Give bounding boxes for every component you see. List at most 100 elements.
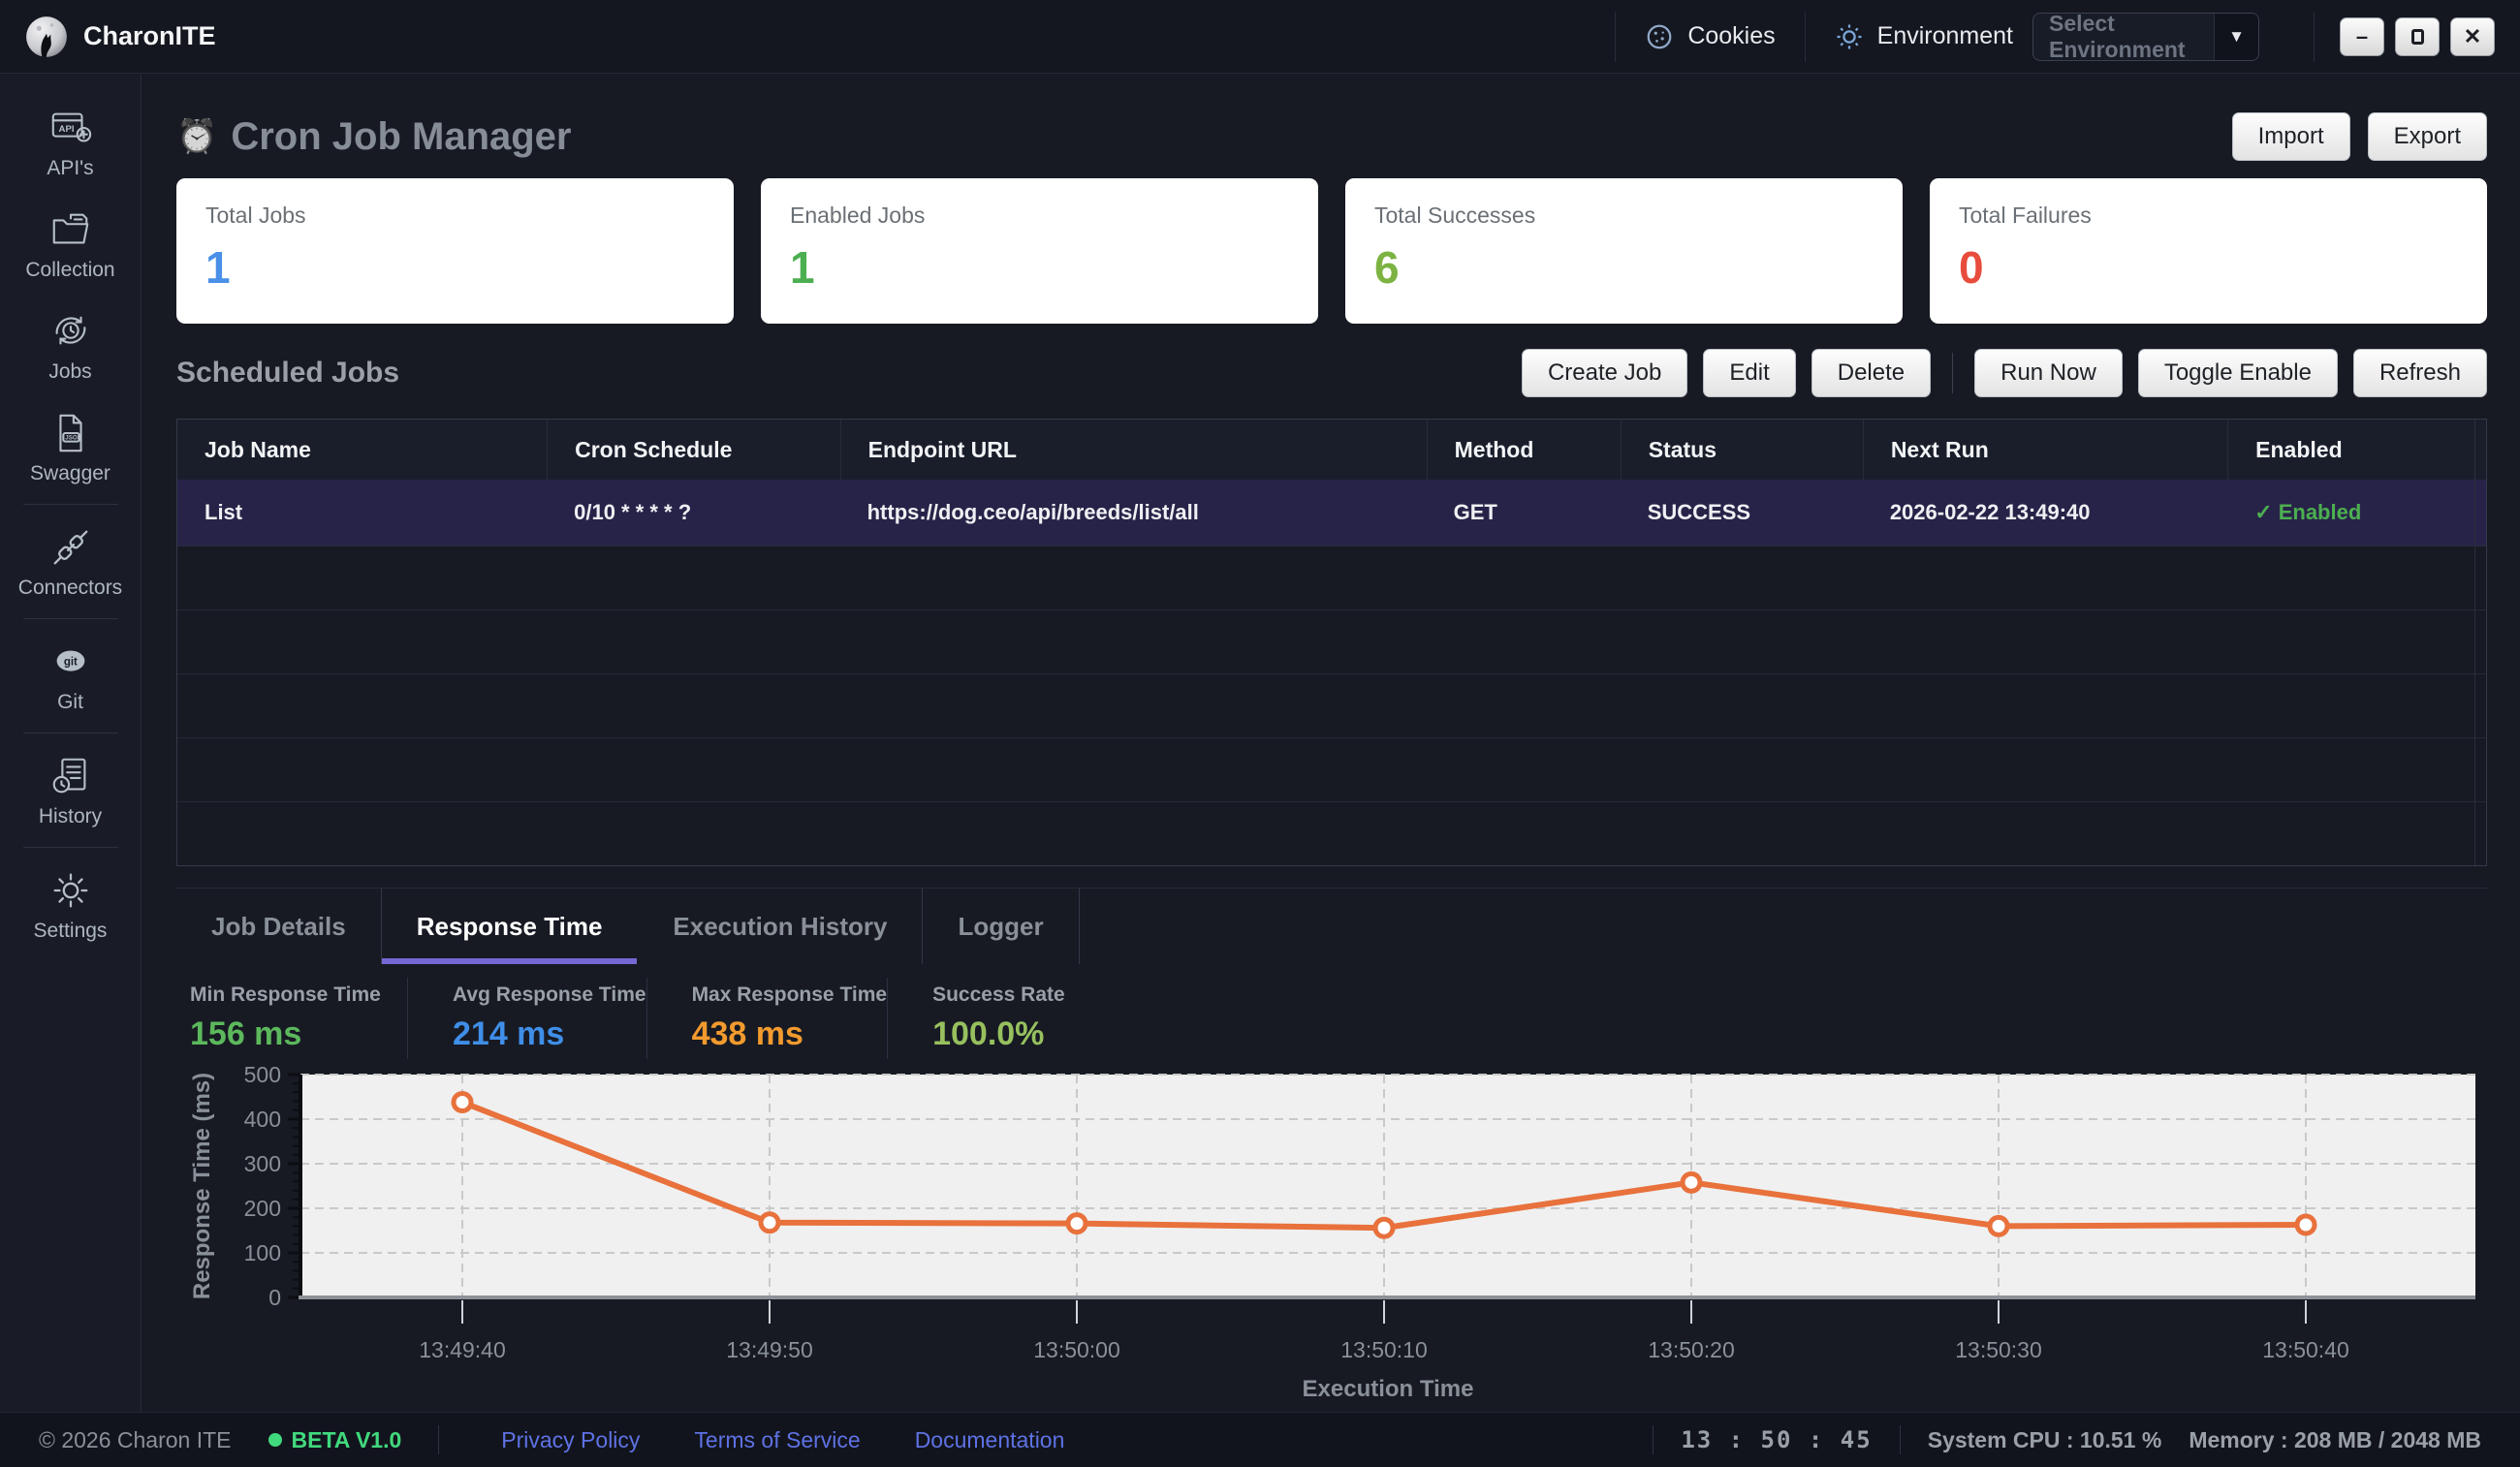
stat-value: 1	[790, 242, 815, 293]
sidebar-item-label: Swagger	[30, 462, 110, 484]
stat-card-total-jobs: Total Jobs 1	[176, 178, 734, 324]
sidebar-divider	[22, 847, 118, 848]
details-tabs: Job Details Response Time Execution Hist…	[176, 889, 2487, 964]
environment-group: Environment Select Environment ▼	[1804, 11, 2288, 62]
refresh-button[interactable]: Refresh	[2352, 349, 2487, 397]
close-button[interactable]: ✕	[2450, 16, 2495, 56]
status-bar: © 2026 Charon ITE BETA V1.0 Privacy Poli…	[0, 1412, 2520, 1467]
privacy-policy-link[interactable]: Privacy Policy	[501, 1426, 641, 1452]
minimize-button[interactable]: –	[2340, 16, 2384, 56]
tab-logger[interactable]: Logger	[923, 889, 1080, 964]
sidebar-item-label: Jobs	[48, 360, 92, 383]
footer-divider	[438, 1425, 440, 1454]
chevron-down-icon: ▼	[2214, 13, 2258, 60]
import-button[interactable]: Import	[2231, 112, 2350, 161]
metric-value: 156 ms	[190, 1015, 302, 1052]
sidebar-item-label: History	[38, 805, 103, 827]
titlebar: CharonITE Cookies Environment Select Env…	[0, 0, 2520, 74]
sidebar-item-git[interactable]: git Git	[0, 625, 141, 727]
svg-text:0: 0	[268, 1285, 281, 1310]
sidebar-divider	[22, 504, 118, 505]
sidebar-item-label: API's	[47, 157, 94, 179]
stat-label: Total Jobs	[205, 203, 306, 228]
column-header-endpoint-url: Endpoint URL	[839, 420, 1427, 480]
response-metrics: Min Response Time 156 ms Avg Response Ti…	[176, 978, 2487, 1059]
cookies-button[interactable]: Cookies	[1615, 11, 1804, 62]
svg-text:JSON: JSON	[65, 435, 81, 442]
page-title-text: Cron Job Manager	[231, 114, 572, 158]
toggle-enable-button[interactable]: Toggle Enable	[2137, 349, 2338, 397]
empty-table-row	[177, 673, 2486, 737]
empty-table-row	[177, 737, 2486, 801]
svg-text:300: 300	[244, 1151, 281, 1176]
jobs-table: Job Name Cron Schedule Endpoint URL Meth…	[176, 419, 2487, 866]
stat-value: 0	[1959, 242, 1984, 293]
jobs-table-header: Job Name Cron Schedule Endpoint URL Meth…	[177, 420, 2486, 480]
documentation-link[interactable]: Documentation	[914, 1426, 1065, 1452]
cell-cron-schedule: 0/10 * * * * ?	[574, 500, 692, 524]
json-file-icon: JSON	[58, 414, 81, 453]
column-header-enabled: Enabled	[2227, 420, 2486, 480]
run-now-button[interactable]: Run Now	[1974, 349, 2123, 397]
sidebar-item-jobs[interactable]: Jobs	[0, 295, 141, 396]
main-content: ⏰ Cron Job Manager Import Export Total J…	[142, 74, 2520, 1412]
stat-card-total-successes: Total Successes 6	[1345, 178, 1903, 324]
tab-job-details[interactable]: Job Details	[176, 889, 382, 964]
tab-response-time[interactable]: Response Time	[381, 889, 639, 964]
stat-card-total-failures: Total Failures 0	[1930, 178, 2487, 324]
details-panel: Job Details Response Time Execution Hist…	[176, 888, 2487, 1412]
sidebar-item-apis[interactable]: API API's	[0, 91, 141, 193]
sidebar-item-connectors[interactable]: Connectors	[0, 511, 141, 612]
empty-table-row	[177, 546, 2486, 609]
environment-select-value: Select Environment	[2049, 12, 2186, 61]
create-job-button[interactable]: Create Job	[1521, 349, 1688, 397]
sidebar-item-collection[interactable]: Collection	[0, 193, 141, 295]
cell-enabled-badge: ✓ Enabled	[2254, 500, 2362, 524]
maximize-icon	[2410, 28, 2424, 45]
stat-label: Total Failures	[1959, 203, 2092, 228]
edit-button[interactable]: Edit	[1703, 349, 1796, 397]
svg-text:500: 500	[244, 1065, 281, 1087]
status-dot-icon	[268, 1433, 282, 1447]
column-header-status: Status	[1620, 420, 1863, 480]
table-row[interactable]: List 0/10 * * * * ? https://dog.ceo/api/…	[177, 480, 2486, 546]
sidebar-item-settings[interactable]: Settings	[0, 854, 141, 955]
sidebar-item-label: Settings	[33, 920, 108, 942]
stat-label: Enabled Jobs	[790, 203, 926, 228]
terms-of-service-link[interactable]: Terms of Service	[694, 1426, 861, 1452]
collection-folder-icon	[52, 213, 88, 244]
wolf-moon-logo-icon	[26, 16, 67, 57]
cookies-label: Cookies	[1687, 22, 1776, 49]
table-scrollbar[interactable]	[2474, 420, 2486, 865]
metric-min-response-time: Min Response Time 156 ms	[176, 978, 407, 1059]
stat-card-enabled-jobs: Enabled Jobs 1	[761, 178, 1318, 324]
sidebar-item-swagger[interactable]: JSON Swagger	[0, 396, 141, 498]
svg-text:13:50:10: 13:50:10	[1340, 1337, 1428, 1362]
metric-value: 214 ms	[453, 1015, 565, 1052]
export-button[interactable]: Export	[2367, 112, 2487, 161]
sidebar-item-label: Collection	[25, 259, 115, 281]
environment-select[interactable]: Select Environment ▼	[2032, 12, 2259, 61]
svg-text:Response Time (ms): Response Time (ms)	[189, 1073, 215, 1299]
svg-text:13:50:20: 13:50:20	[1648, 1337, 1735, 1362]
cookie-icon	[1647, 24, 1672, 48]
tab-execution-history[interactable]: Execution History	[638, 889, 924, 964]
cell-job-name: List	[205, 500, 243, 524]
cell-endpoint-url: https://dog.ceo/api/breeds/list/all	[866, 500, 1199, 524]
metric-label: Success Rate	[932, 983, 1065, 1006]
maximize-button[interactable]	[2395, 16, 2440, 56]
footer-divider	[1653, 1425, 1654, 1454]
sidebar-divider	[22, 618, 118, 619]
empty-table-row	[177, 801, 2486, 865]
toolbar-divider	[1952, 353, 1954, 393]
delete-button[interactable]: Delete	[1811, 349, 1932, 397]
column-header-job-name: Job Name	[205, 436, 311, 462]
metric-avg-response-time: Avg Response Time 214 ms	[407, 978, 646, 1059]
jobs-scheduler-icon	[55, 316, 85, 345]
metric-value: 438 ms	[691, 1015, 803, 1052]
cell-next-run: 2026-02-22 13:49:40	[1889, 500, 2091, 524]
svg-text:API: API	[58, 124, 74, 135]
sidebar-item-history[interactable]: History	[0, 739, 141, 841]
beta-label: BETA V1.0	[291, 1426, 402, 1452]
column-header-method: Method	[1426, 420, 1621, 480]
